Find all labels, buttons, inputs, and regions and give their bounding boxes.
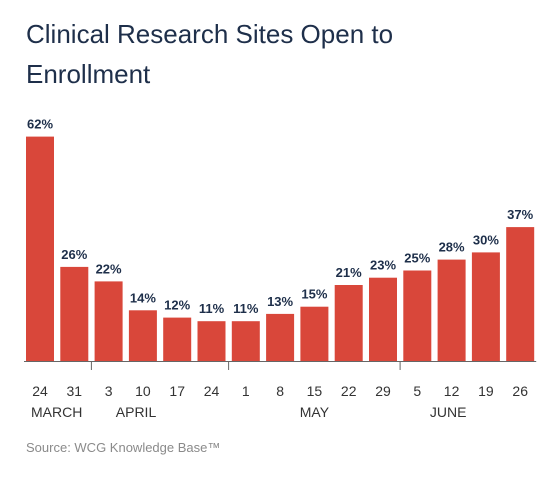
bar-7 <box>266 313 295 361</box>
bar-1 <box>60 266 89 361</box>
value-label-11: 25% <box>404 251 430 266</box>
value-label-6: 11% <box>233 301 259 316</box>
bar-11 <box>403 270 432 361</box>
tick-label-4: 17 <box>169 383 185 399</box>
tick-label-6: 1 <box>242 383 250 399</box>
value-label-5: 11% <box>199 301 225 316</box>
tick-label-8: 15 <box>307 383 323 399</box>
tick-label-13: 19 <box>478 383 494 399</box>
bar-10 <box>369 277 397 361</box>
bar-2 <box>94 281 123 361</box>
tick-label-11: 5 <box>413 383 421 399</box>
bar-13 <box>471 252 500 361</box>
bar-4 <box>163 317 192 361</box>
value-label-12: 28% <box>439 240 465 255</box>
value-label-8: 15% <box>301 287 327 302</box>
bar-0 <box>26 136 54 361</box>
value-label-0: 62% <box>27 117 53 132</box>
value-label-10: 23% <box>370 258 396 273</box>
bar-6 <box>231 321 260 361</box>
value-label-4: 12% <box>164 298 190 313</box>
month-label-may: MAY <box>300 404 330 420</box>
source-note: Source: WCG Knowledge Base™ <box>26 440 221 455</box>
bar-14 <box>506 227 535 361</box>
bar-9 <box>334 285 363 361</box>
value-label-13: 30% <box>473 232 499 247</box>
value-label-7: 13% <box>267 294 293 309</box>
bar-5 <box>197 321 226 361</box>
tick-label-0: 24 <box>32 383 48 399</box>
tick-label-14: 26 <box>512 383 528 399</box>
tick-label-1: 31 <box>67 383 83 399</box>
tick-label-9: 22 <box>341 383 357 399</box>
value-label-14: 37% <box>507 207 533 222</box>
chart-title: Clinical Research Sites Open to Enrollme… <box>26 19 394 89</box>
value-label-1: 26% <box>61 247 87 262</box>
bar-3 <box>128 310 157 361</box>
month-label-june: JUNE <box>430 404 467 420</box>
month-label-march: MARCH <box>31 404 82 420</box>
value-label-2: 22% <box>96 261 122 276</box>
tick-label-5: 24 <box>204 383 220 399</box>
tick-label-12: 12 <box>444 383 460 399</box>
bar-12 <box>437 259 466 361</box>
value-label-9: 21% <box>336 265 362 280</box>
tick-label-3: 10 <box>135 383 151 399</box>
tick-label-7: 8 <box>276 383 284 399</box>
bar-8 <box>300 306 329 361</box>
tick-label-2: 3 <box>105 383 113 399</box>
month-label-april: APRIL <box>116 404 157 420</box>
value-label-3: 14% <box>130 290 156 305</box>
tick-label-10: 29 <box>375 383 391 399</box>
